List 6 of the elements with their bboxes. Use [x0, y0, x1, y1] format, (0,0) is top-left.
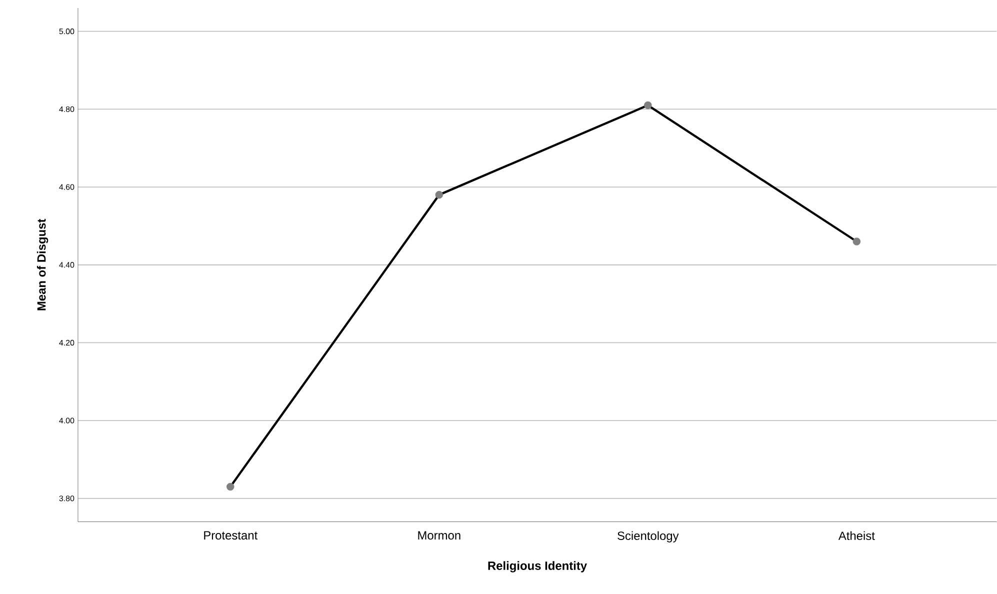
x-axis-title: Religious Identity — [488, 561, 587, 572]
y-axis-title: Mean of Disgust — [36, 219, 48, 310]
x-tick-label: Protestant — [204, 531, 258, 540]
x-tick-label: Mormon — [418, 531, 460, 540]
x-tick-label: Atheist — [838, 531, 875, 540]
x-tick-label: Scientology — [618, 531, 679, 543]
